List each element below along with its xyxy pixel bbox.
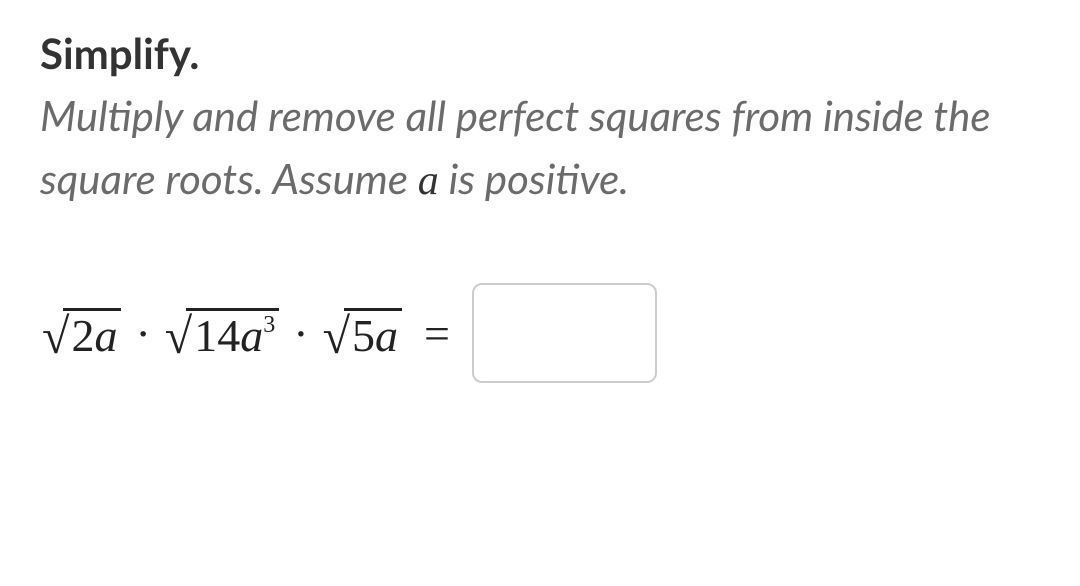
heading: Simplify.	[40, 28, 1040, 78]
radicand-num: 5	[352, 310, 375, 361]
radicand-3: 5a	[344, 308, 402, 359]
multiply-dot: ·	[135, 307, 150, 360]
multiply-dot: ·	[293, 307, 308, 360]
instruction: Multiply and remove all perfect squares …	[40, 84, 1040, 213]
radicand-var: a	[240, 310, 263, 361]
sqrt-term-2: √ 14a3	[165, 308, 279, 359]
radicand-var: a	[94, 310, 117, 361]
sqrt-term-3: √ 5a	[323, 308, 402, 359]
sqrt-term-1: √ 2a	[42, 308, 121, 359]
problem-container: Simplify. Multiply and remove all perfec…	[0, 0, 1080, 383]
equals-sign: =	[424, 307, 450, 360]
radical-icon: √	[42, 311, 69, 361]
expression-row: √ 2a · √ 14a3 · √ 5a =	[40, 283, 1040, 383]
radicand-exp: 3	[263, 312, 275, 338]
instruction-post: is positive.	[439, 153, 629, 203]
radicand-var: a	[375, 310, 398, 361]
radicand-2: 14a3	[186, 308, 279, 359]
radicand-num: 2	[71, 310, 94, 361]
answer-input[interactable]	[472, 283, 657, 383]
radical-icon: √	[165, 311, 192, 361]
instruction-var: a	[418, 158, 439, 204]
radical-icon: √	[323, 311, 350, 361]
radicand-num: 14	[194, 310, 240, 361]
radicand-1: 2a	[63, 308, 121, 359]
